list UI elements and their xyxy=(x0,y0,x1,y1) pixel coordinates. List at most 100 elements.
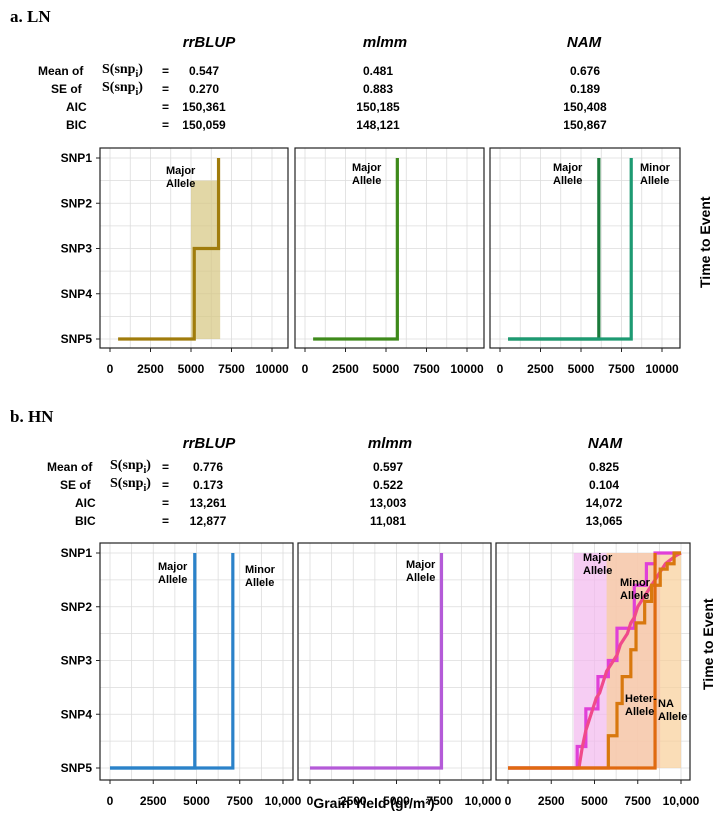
annotation-label: Minor xyxy=(640,162,671,174)
section-title-ln: a. LN xyxy=(10,7,51,26)
stat-value: 0.776 xyxy=(192,460,224,474)
x-tick-label: 5000 xyxy=(383,794,410,808)
confidence-band xyxy=(606,553,681,768)
eq-sign: = xyxy=(162,514,170,528)
model-header-nam-ln: NAM xyxy=(566,34,602,51)
x-tick-label: 2500 xyxy=(332,362,359,376)
eq-sign: = xyxy=(162,82,170,96)
x-tick-label: 10,000 xyxy=(465,794,502,808)
annotation-label: Allele xyxy=(658,711,687,723)
x-tick-label: 7500 xyxy=(413,362,440,376)
x-axis-title: Grain Yield (gr/m²) xyxy=(313,795,435,811)
y-tick-label: SNP5 xyxy=(61,761,93,775)
x-tick-label: 7500 xyxy=(426,794,453,808)
annotation-label: Allele xyxy=(583,565,612,577)
series-line-minor-allele xyxy=(508,158,633,341)
section-title-hn: b. HN xyxy=(10,407,54,426)
stat-expr-se-ln: S(snpi) xyxy=(102,80,143,98)
stat-value: 0.676 xyxy=(569,64,601,78)
stat-value: 0.481 xyxy=(362,64,394,78)
y-tick-label: SNP2 xyxy=(61,196,93,210)
model-header-nam-hn: NAM xyxy=(587,435,623,452)
stat-expr-mean-ln: S(snpi) xyxy=(102,62,143,80)
x-tick-label: 0 xyxy=(107,794,114,808)
stat-value: 150,867 xyxy=(563,118,607,132)
y-tick-label: SNP3 xyxy=(61,654,93,668)
annotation-label: Allele xyxy=(406,572,435,584)
annotation-label: Major xyxy=(166,165,196,177)
x-tick-label: 7500 xyxy=(226,794,253,808)
y-tick-label: SNP2 xyxy=(61,600,93,614)
annotation-label: Major xyxy=(406,559,436,571)
series-line-major-allele xyxy=(118,158,221,341)
stat-value: 13,261 xyxy=(189,496,227,510)
panel-border xyxy=(297,542,492,781)
stat-value: 150,059 xyxy=(182,118,226,132)
annotation-label: Allele xyxy=(245,577,274,589)
x-tick-label: 7500 xyxy=(624,794,651,808)
annotation-label: Minor xyxy=(245,564,276,576)
eq-sign: = xyxy=(162,460,170,474)
stat-value: 0.883 xyxy=(362,82,394,96)
stat-expr-mean-hn: S(snpi) xyxy=(110,458,151,476)
stat-value: 13,003 xyxy=(369,496,407,510)
annotation-label: Major xyxy=(352,162,382,174)
annotation-label: Allele xyxy=(166,178,195,190)
series-line-minor-allele xyxy=(110,553,235,770)
stat-value: 150,408 xyxy=(563,100,607,114)
model-header-rrblup-hn: rrBLUP xyxy=(182,435,236,452)
x-tick-label: 10000 xyxy=(645,362,679,376)
annotation-label: NA xyxy=(658,698,674,710)
annotation-label: Allele xyxy=(640,175,669,187)
x-tick-label: 7500 xyxy=(608,362,635,376)
stat-value: 0.173 xyxy=(192,478,224,492)
annotation-label: Allele xyxy=(553,175,582,187)
stat-value: 14,072 xyxy=(585,496,623,510)
stat-label-mean-ln: Mean of xyxy=(38,64,84,78)
x-tick-label: 0 xyxy=(497,362,504,376)
stat-label-aic-ln: AIC xyxy=(66,100,87,114)
x-tick-label: 2500 xyxy=(137,362,164,376)
stat-value: 148,121 xyxy=(356,118,400,132)
y-tick-label: SNP1 xyxy=(61,151,93,165)
series-line-heter-allele xyxy=(508,551,681,770)
annotation-label: Minor xyxy=(620,577,651,589)
x-tick-label: 10000 xyxy=(255,362,289,376)
annotation-label: Major xyxy=(158,561,188,573)
stat-label-se-ln: SE of xyxy=(51,82,82,96)
series-line-major-allele xyxy=(313,158,399,341)
x-tick-label: 2500 xyxy=(340,794,367,808)
stat-value: 13,065 xyxy=(585,514,623,528)
x-tick-label: 2500 xyxy=(538,794,565,808)
panel-background xyxy=(490,148,680,348)
x-tick-label: 0 xyxy=(307,794,314,808)
model-header-rrblup-ln: rrBLUP xyxy=(182,34,236,51)
stat-value: 150,361 xyxy=(182,100,226,114)
eq-sign: = xyxy=(162,478,170,492)
panel-border xyxy=(495,542,691,781)
stat-label-aic-hn: AIC xyxy=(75,496,96,510)
x-tick-label: 7500 xyxy=(218,362,245,376)
stat-value: 0.189 xyxy=(569,82,601,96)
annotation-label: Allele xyxy=(352,175,381,187)
stat-value: 12,877 xyxy=(189,514,227,528)
stat-value: 0.825 xyxy=(588,460,620,474)
stat-label-mean-hn: Mean of xyxy=(47,460,93,474)
annotation-label: Allele xyxy=(620,590,649,602)
eq-sign: = xyxy=(162,64,170,78)
y-tick-label: SNP1 xyxy=(61,546,93,560)
panel-background xyxy=(298,543,491,780)
eq-sign: = xyxy=(162,118,170,132)
y-tick-label: SNP4 xyxy=(61,287,93,301)
stat-value: 11,081 xyxy=(369,514,407,528)
confidence-band xyxy=(191,180,221,339)
eq-sign: = xyxy=(162,496,170,510)
x-tick-label: 0 xyxy=(505,794,512,808)
x-tick-label: 5000 xyxy=(373,362,400,376)
x-tick-label: 5000 xyxy=(183,794,210,808)
stat-value: 0.522 xyxy=(372,478,404,492)
x-tick-label: 10,000 xyxy=(265,794,302,808)
stat-value: 0.104 xyxy=(588,478,620,492)
series-line-major-allele xyxy=(310,553,444,770)
